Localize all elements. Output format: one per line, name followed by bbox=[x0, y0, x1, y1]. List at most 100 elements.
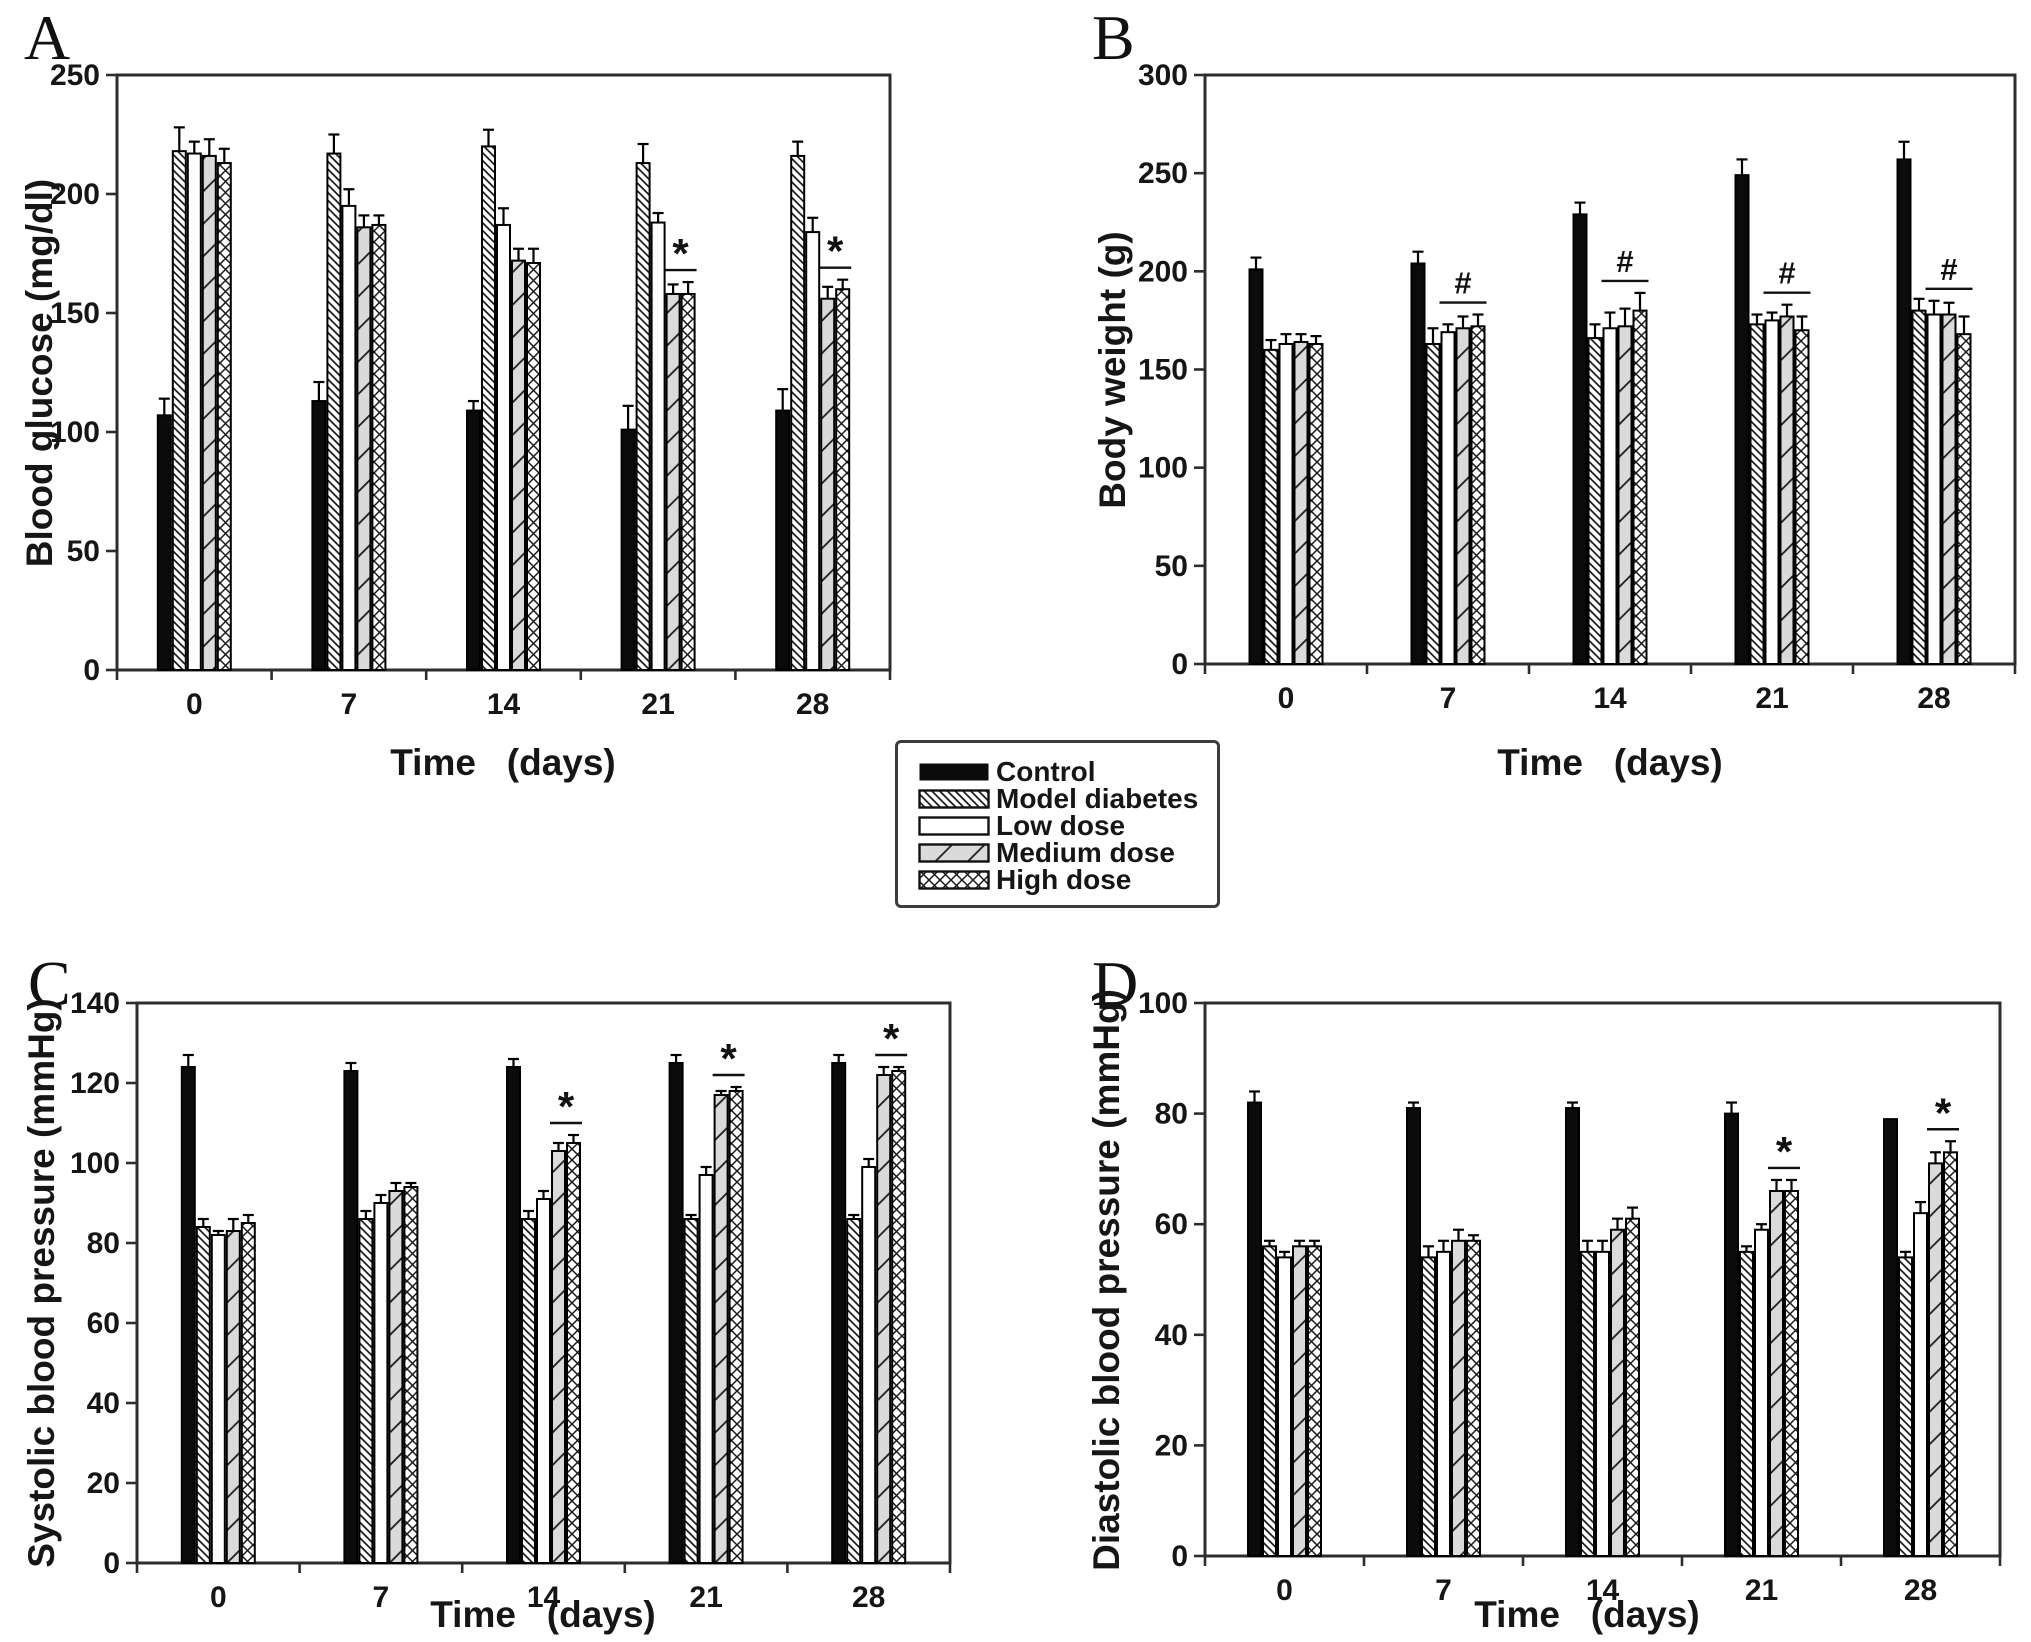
plain-pattern-swatch-icon bbox=[918, 815, 990, 836]
bar-low-dose-day-21 bbox=[1754, 1228, 1769, 1557]
bar-control-day-14 bbox=[1572, 213, 1588, 665]
legend-item: Medium dose bbox=[918, 836, 1217, 868]
bar-control-day-0 bbox=[1248, 268, 1264, 665]
x-tick-label: 0 bbox=[210, 1581, 227, 1614]
bar-model-diabetes-day-28 bbox=[1898, 1256, 1913, 1557]
significance-symbol: * bbox=[883, 1015, 900, 1062]
bar-control-day-0 bbox=[1247, 1101, 1262, 1557]
bar-low-dose-day-14 bbox=[496, 223, 511, 671]
bar-model-diabetes-day-14 bbox=[1580, 1250, 1595, 1557]
bar-model-diabetes-day-0 bbox=[1262, 1245, 1277, 1557]
bar-low-dose-day-21 bbox=[1764, 319, 1780, 665]
diag-pattern-swatch-icon bbox=[918, 842, 990, 863]
y-tick-label: 80 bbox=[87, 1227, 120, 1260]
bar-high-dose-day-28 bbox=[891, 1070, 907, 1564]
legend-label: High dose bbox=[996, 863, 1132, 895]
panel-c-chart: 0 20 40 60 80 100 120 140 0 7 14 21 28 * * * bbox=[70, 987, 952, 1614]
x-axis-title-time-days: Time (days) bbox=[1474, 1594, 1700, 1635]
bar-control-day-14 bbox=[466, 409, 481, 671]
bar-high-dose-day-14 bbox=[1625, 1217, 1640, 1557]
bar-high-dose-day-14 bbox=[526, 262, 541, 671]
bar-high-dose-day-28 bbox=[835, 288, 851, 671]
bar-low-dose-day-0 bbox=[210, 1234, 226, 1564]
x-tick-label: 28 bbox=[1917, 682, 1950, 715]
bar-model-diabetes-day-7 bbox=[326, 152, 342, 672]
significance-symbol: # bbox=[1454, 266, 1471, 301]
x-tick-label: 28 bbox=[1904, 1574, 1937, 1607]
y-tick-label: 40 bbox=[87, 1387, 120, 1420]
y-tick-label: 60 bbox=[87, 1307, 120, 1340]
y-tick-label: 250 bbox=[50, 59, 100, 92]
bar-control-day-28 bbox=[831, 1062, 847, 1564]
bar-high-dose-day-21 bbox=[680, 292, 696, 671]
bar-medium-dose-day-0 bbox=[1292, 1245, 1307, 1557]
x-tick-label: 21 bbox=[1755, 682, 1788, 715]
y-tick-label: 100 bbox=[1138, 452, 1188, 485]
bar-medium-dose-day-28 bbox=[820, 297, 836, 671]
y-tick-label: 40 bbox=[1155, 1319, 1188, 1352]
bar-low-dose-day-28 bbox=[1913, 1212, 1928, 1557]
y-tick-label: 120 bbox=[70, 1067, 120, 1100]
panel-letter-b: B bbox=[1092, 2, 1135, 73]
bar-model-diabetes-day-28 bbox=[790, 154, 806, 672]
significance-symbol: * bbox=[672, 230, 689, 277]
bar-medium-dose-day-0 bbox=[225, 1230, 241, 1564]
significance-symbol: * bbox=[558, 1083, 575, 1130]
y-tick-label: 0 bbox=[1171, 648, 1188, 681]
y-tick-label: 60 bbox=[1155, 1208, 1188, 1241]
y-tick-label: 150 bbox=[50, 297, 100, 330]
bar-medium-dose-day-21 bbox=[713, 1094, 729, 1564]
bar-medium-dose-day-14 bbox=[511, 259, 526, 671]
bar-medium-dose-day-14 bbox=[551, 1150, 566, 1564]
legend-label: Model diabetes bbox=[996, 782, 1199, 814]
legend-label: Low dose bbox=[996, 809, 1126, 841]
legend-item: Model diabetes bbox=[918, 782, 1217, 814]
bar-control-day-0 bbox=[180, 1066, 196, 1564]
legend-item: Low dose bbox=[918, 809, 1217, 841]
x-tick-label: 28 bbox=[796, 688, 829, 721]
x-tick-label: 7 bbox=[341, 688, 358, 721]
bar-medium-dose-day-14 bbox=[1610, 1228, 1625, 1557]
bar-high-dose-day-7 bbox=[1470, 325, 1486, 665]
x-tick-label: 14 bbox=[527, 1581, 561, 1614]
bar-high-dose-day-28 bbox=[1943, 1151, 1958, 1557]
y-axis-title-body-weight: Body weight (g) bbox=[1092, 231, 1133, 509]
bar-model-diabetes-day-14 bbox=[521, 1218, 536, 1564]
legend-label: Medium dose bbox=[996, 836, 1175, 868]
bar-low-dose-day-28 bbox=[861, 1166, 877, 1564]
bar-model-diabetes-day-0 bbox=[171, 150, 187, 672]
bar-control-day-7 bbox=[343, 1070, 359, 1564]
bar-model-diabetes-day-21 bbox=[1749, 323, 1765, 665]
bar-medium-dose-day-28 bbox=[1941, 313, 1957, 665]
panel-d-chart: 0 20 40 60 80 100 0 7 14 21 28 * * bbox=[1138, 987, 2002, 1607]
bar-model-diabetes-day-21 bbox=[683, 1218, 699, 1564]
bar-model-diabetes-day-28 bbox=[1911, 309, 1927, 665]
x-tick-label: 14 bbox=[487, 688, 521, 721]
bar-control-day-21 bbox=[668, 1062, 684, 1564]
significance-symbol: * bbox=[1935, 1089, 1952, 1136]
bar-medium-dose-day-7 bbox=[1455, 327, 1471, 665]
x-tick-label: 21 bbox=[1745, 1574, 1778, 1607]
bar-high-dose-day-21 bbox=[1794, 329, 1810, 665]
panel-letter-d: D bbox=[1092, 948, 1139, 1019]
bar-medium-dose-day-7 bbox=[356, 226, 372, 671]
panel-a-chart: 0 50 100 150 200 250 0 7 14 21 28 * * bbox=[50, 59, 892, 721]
y-tick-label: 80 bbox=[1155, 1098, 1188, 1131]
y-tick-label: 100 bbox=[70, 1147, 120, 1180]
x-tick-label: 14 bbox=[1593, 682, 1627, 715]
y-axis-title-systolic-bp: Systolic blood pressure (mmHg) bbox=[21, 998, 62, 1568]
bar-model-diabetes-day-7 bbox=[1425, 342, 1441, 665]
bar-medium-dose-day-21 bbox=[665, 292, 681, 671]
bar-low-dose-day-14 bbox=[536, 1198, 551, 1564]
significance-symbol: * bbox=[720, 1035, 737, 1082]
bar-medium-dose-day-21 bbox=[1779, 315, 1795, 665]
bar-control-day-28 bbox=[1883, 1118, 1898, 1557]
x-tick-label: 7 bbox=[373, 1581, 390, 1614]
bar-high-dose-day-21 bbox=[1784, 1190, 1799, 1558]
y-tick-label: 0 bbox=[1171, 1540, 1188, 1573]
bar-control-day-7 bbox=[311, 400, 327, 671]
significance-symbol: # bbox=[1940, 252, 1957, 287]
bar-high-dose-day-0 bbox=[216, 162, 232, 671]
bar-medium-dose-day-7 bbox=[388, 1190, 404, 1564]
